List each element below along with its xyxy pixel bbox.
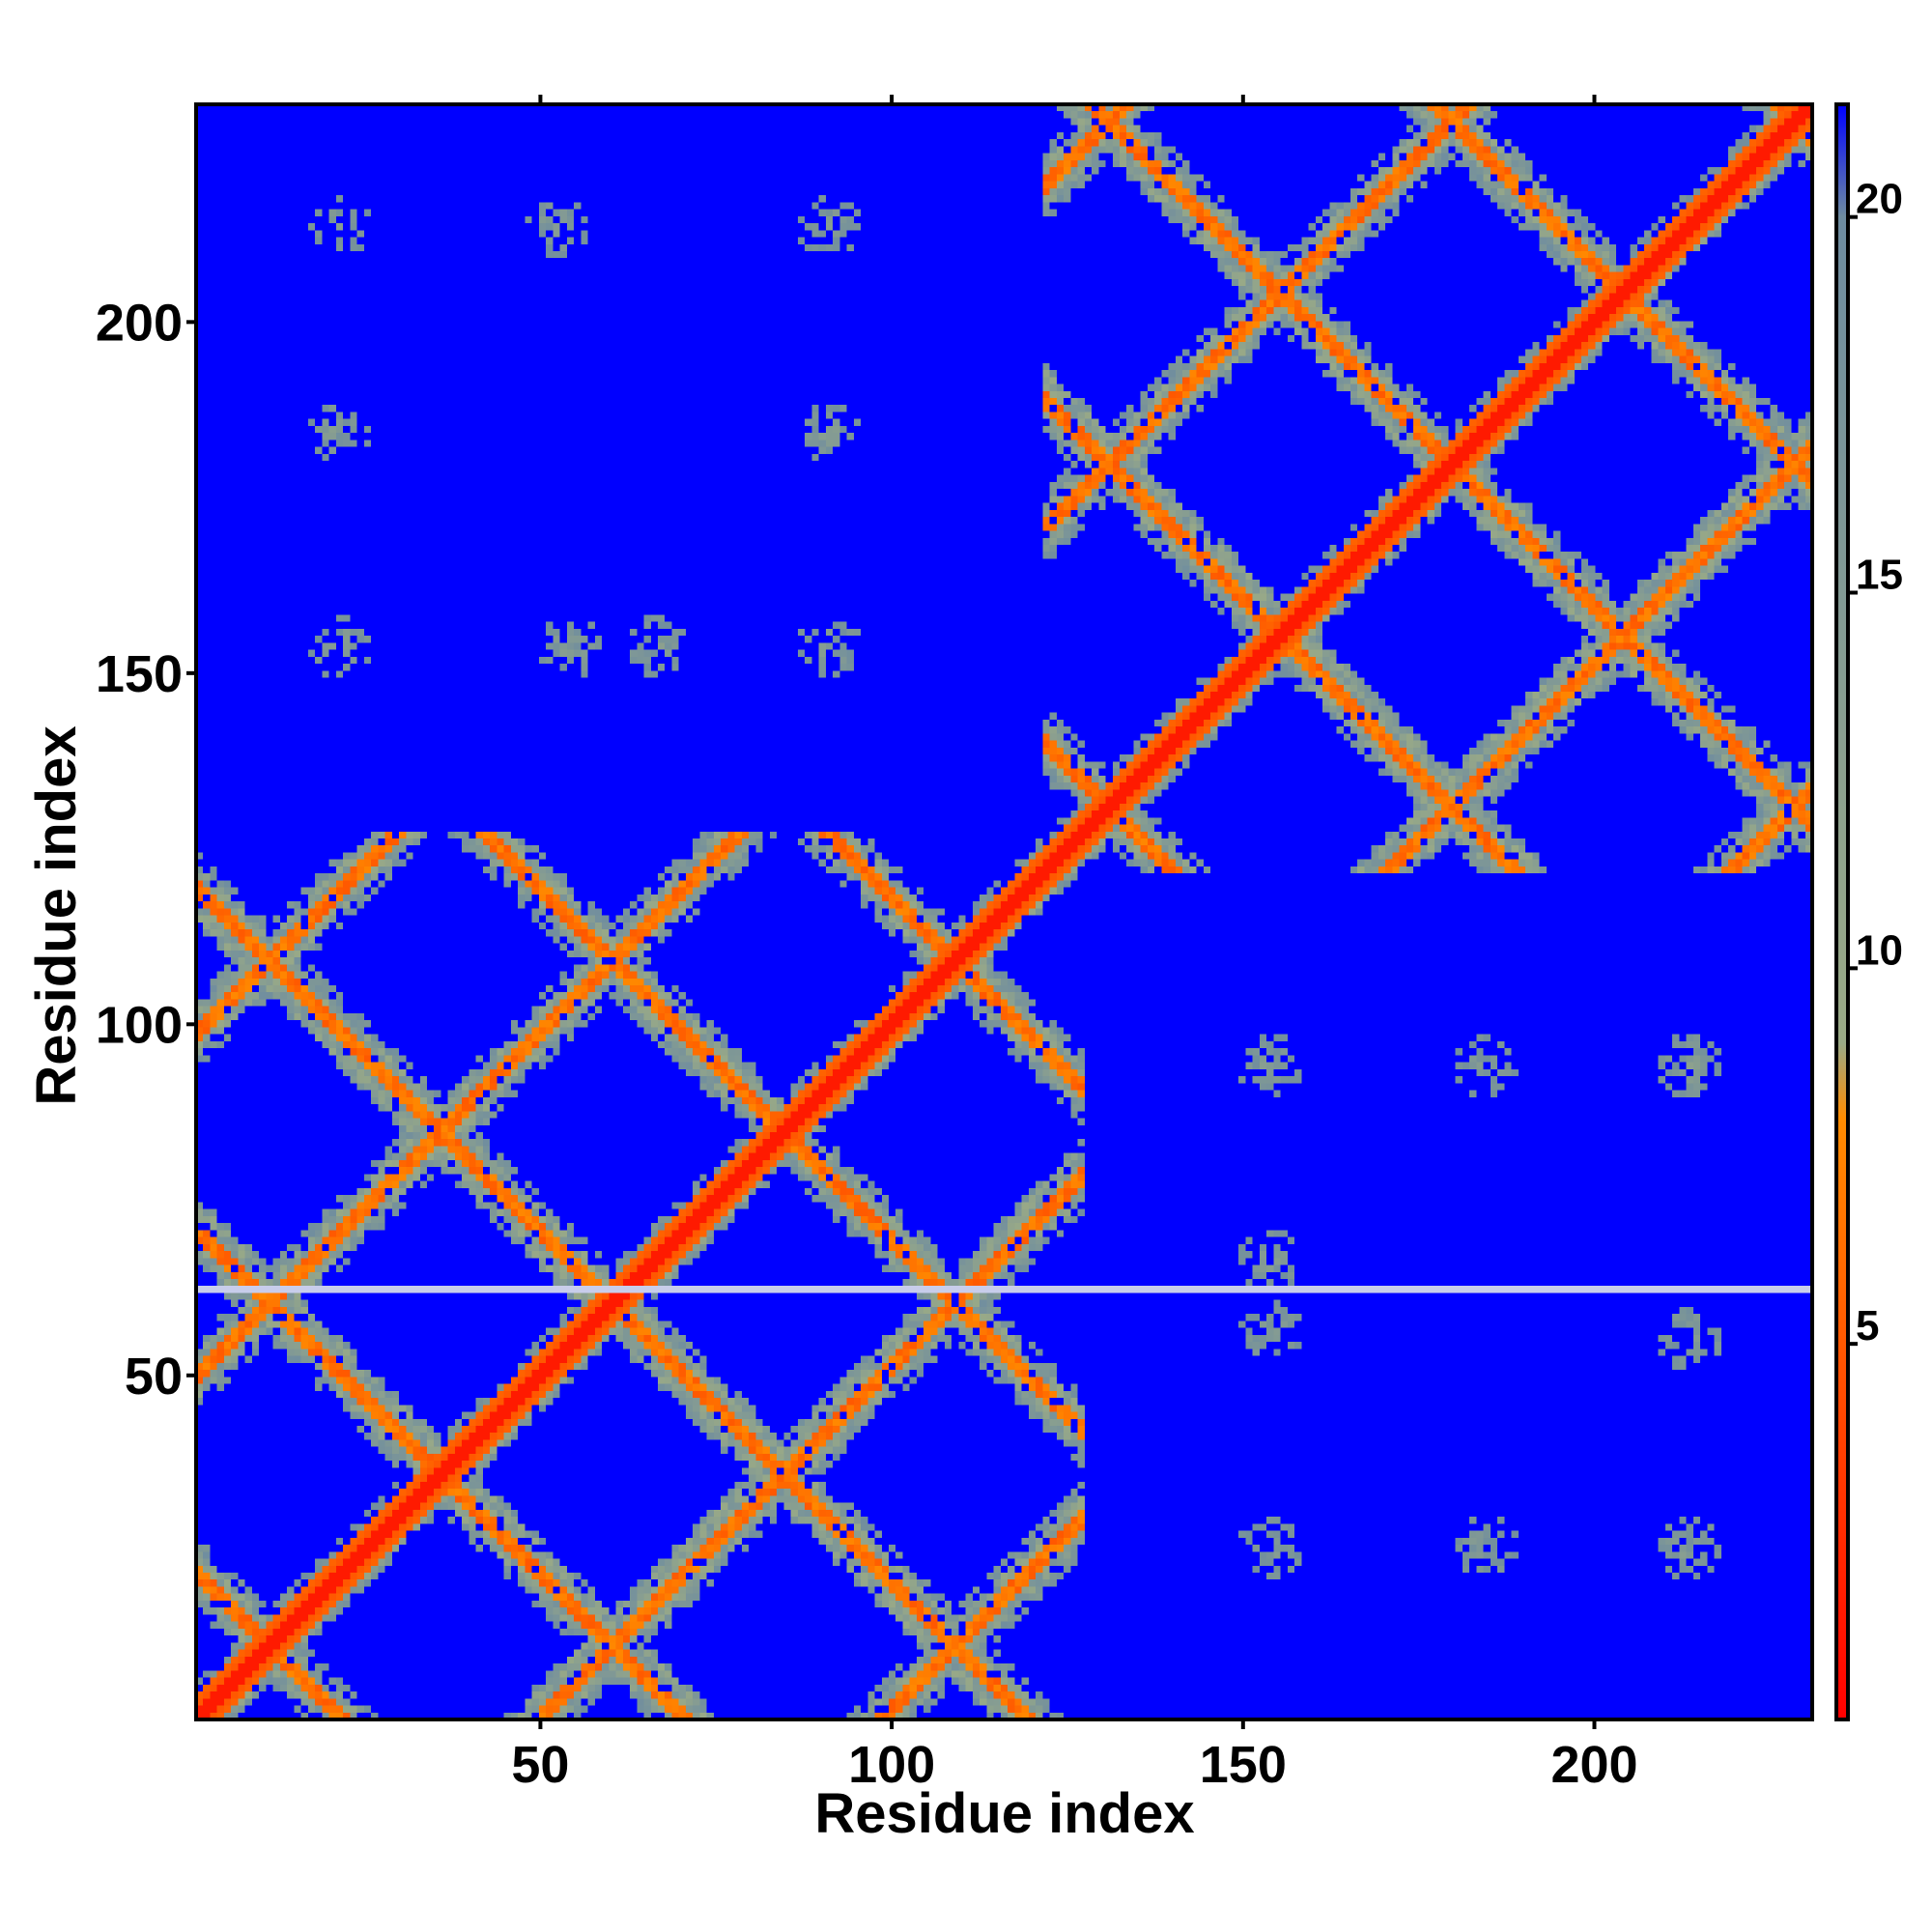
y-tick-label: 50 [125,1348,183,1406]
y-tick-label: 200 [96,294,183,352]
x-axis: 50 100 150 200 [511,95,1638,1794]
colorbar-tick-label: 15 [1856,551,1903,598]
x-axis-label: Residue index [814,1782,1194,1845]
colorbar-tick-label: 5 [1856,1302,1879,1350]
y-axis-label: Residue index [25,725,88,1105]
y-axis: 50 100 150 200 [96,294,196,1406]
colorbar-tick-label: 20 [1856,176,1903,223]
heatmap-cells [194,102,1814,1721]
y-tick-label: 100 [96,996,183,1054]
x-tick-label: 150 [1200,1736,1287,1794]
y-tick-label: 150 [96,645,183,703]
colorbar-gradient [1834,102,1850,1721]
x-tick-label: 200 [1550,1736,1637,1794]
heatmap-image [196,104,1812,1719]
colorbar: 5 10 15 20 [1834,102,1903,1721]
colorbar-tick-label: 10 [1856,926,1903,974]
x-tick-label: 50 [511,1736,569,1794]
x-tick-label: 100 [848,1736,935,1794]
plot-frame [194,102,1814,1721]
